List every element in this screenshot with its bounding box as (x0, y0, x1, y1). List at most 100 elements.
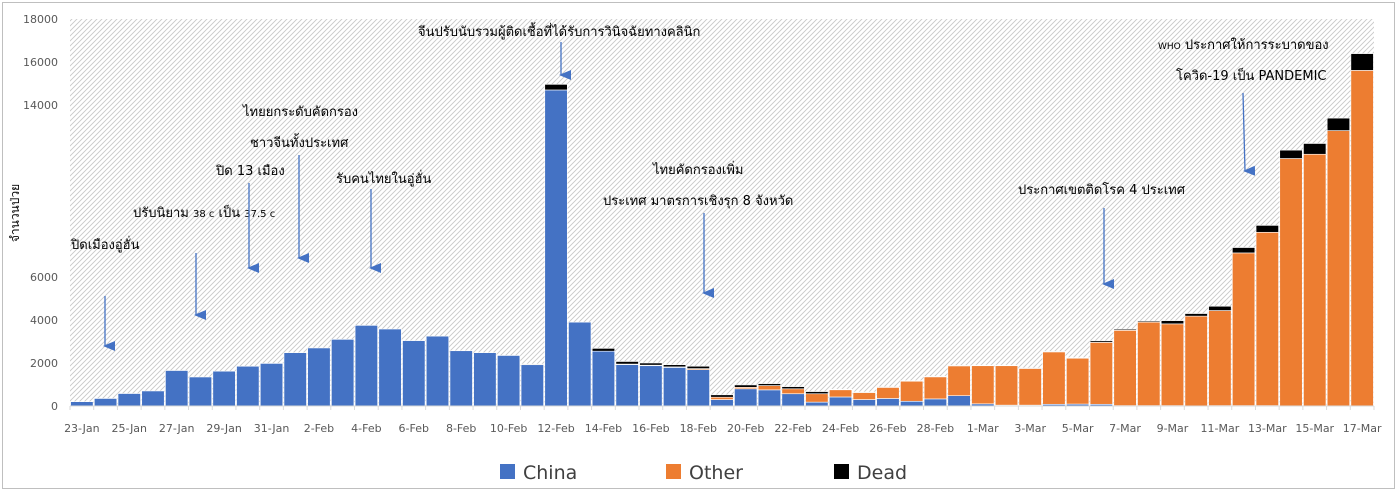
bar-china (710, 399, 734, 407)
bar-china (165, 370, 189, 407)
bar-other (757, 385, 781, 391)
x-tick-label: 8-Feb (446, 422, 476, 435)
bar-china (876, 398, 900, 407)
bar-china (141, 390, 165, 407)
x-tick-label: 10-Feb (490, 422, 527, 435)
bar-china (473, 352, 497, 407)
bar-other (1326, 130, 1350, 407)
bar-china (212, 370, 236, 407)
bar-other (1279, 158, 1303, 407)
bar-other (1137, 321, 1161, 406)
bar-dead (1232, 247, 1256, 254)
bar-china (828, 396, 853, 407)
bar-dead (1350, 53, 1374, 71)
bar-other (876, 386, 900, 399)
bar-china (757, 389, 781, 407)
bar-china (283, 352, 307, 407)
bar-china (449, 350, 473, 407)
x-tick-label: 11-Mar (1201, 422, 1240, 435)
bar-china (94, 398, 118, 407)
y-axis: 0 2000 4000 6000 14000 16000 18000 (23, 13, 58, 413)
x-axis: 23-Jan 25-Jan 27-Jan 29-Jan 31-Jan 2-Feb 4-Feb… (64, 406, 1382, 435)
bar-other (1350, 70, 1374, 407)
bar-other (1208, 310, 1232, 406)
x-tick-label: 26-Feb (869, 422, 906, 435)
x-tick-label: 23-Jan (64, 422, 100, 435)
bar-dead (947, 365, 971, 367)
bar-china (331, 339, 355, 407)
legend-swatch-china (500, 464, 515, 479)
bar-dead (781, 386, 805, 390)
bar-dead (591, 348, 616, 352)
bar-china (947, 395, 971, 407)
bar-china (70, 401, 94, 407)
bar-china (497, 355, 521, 407)
x-tick-label: 24-Feb (822, 422, 859, 435)
bar-other (1066, 357, 1090, 405)
bar-dead (1184, 313, 1208, 317)
x-tick-label: 4-Feb (351, 422, 381, 435)
bar-dead (1066, 357, 1090, 359)
bar-other (1042, 351, 1066, 405)
bar-dead (876, 386, 900, 388)
y-tick-label: 6000 (30, 271, 58, 284)
x-tick-label: 5-Mar (1062, 422, 1094, 435)
bar-dead (710, 394, 734, 398)
bar-dead (1042, 351, 1066, 353)
x-tick-label: 31-Jan (254, 422, 290, 435)
bar-dead (852, 391, 876, 393)
bar-china (236, 365, 260, 407)
x-tick-label: 17-Mar (1343, 422, 1382, 435)
bar-china (686, 369, 710, 407)
bar-dead (900, 380, 924, 382)
x-tick-label: 28-Feb (917, 422, 954, 435)
annotation-who-2: โควิด-19 เป็น PANDEMIC (1176, 66, 1326, 84)
bar-other (1232, 252, 1256, 406)
bar-china (402, 340, 426, 407)
bar-dead (686, 365, 710, 369)
bar-other (1089, 342, 1113, 405)
bar-china (781, 393, 805, 407)
bar-other (1184, 315, 1208, 407)
y-tick-label: 4000 (30, 314, 58, 327)
x-tick-label: 25-Jan (111, 422, 147, 435)
annotation-thai-screening-1: ไทยยกระดับคัดกรอง (242, 104, 358, 120)
bar-other (971, 365, 995, 405)
bar-china (639, 365, 663, 407)
annotation-13-cities: ปิด 13 เมือง (215, 163, 285, 179)
bar-dead (1303, 143, 1327, 155)
bar-other (828, 389, 853, 398)
bar-china (591, 350, 616, 407)
bar-dead (1208, 305, 1232, 311)
bar-other (1113, 330, 1137, 406)
bar-other (1303, 153, 1327, 407)
legend-label-china: China (523, 462, 577, 484)
bar-china (805, 401, 829, 407)
x-tick-label: 16-Feb (632, 422, 669, 435)
annotation-evacuation: รับคนไทยในอู่ฮั่น (336, 170, 432, 187)
bar-china (425, 335, 450, 407)
bar-other (1255, 231, 1279, 406)
bar-china (520, 364, 544, 407)
bar-dead (663, 364, 687, 368)
bar-dead (1113, 328, 1137, 331)
x-tick-label: 14-Feb (585, 422, 622, 435)
bar-china (852, 399, 876, 407)
bar-china (615, 364, 639, 407)
bar-dead (828, 388, 853, 391)
bar-china (259, 363, 284, 407)
x-tick-label: 22-Feb (774, 422, 811, 435)
x-tick-label: 18-Feb (680, 422, 717, 435)
x-tick-label: 2-Feb (304, 422, 334, 435)
bar-other (923, 376, 947, 400)
bar-china (117, 393, 141, 407)
bar-dead (971, 364, 995, 367)
y-tick-label: 18000 (23, 13, 58, 26)
bar-china (307, 347, 331, 407)
bar-dead (1018, 367, 1042, 369)
y-tick-label: 2000 (30, 357, 58, 370)
y-tick-label: 0 (51, 400, 58, 413)
legend-label-other: Other (689, 462, 743, 484)
x-tick-label: 1-Mar (967, 422, 999, 435)
bar-dead (520, 363, 544, 366)
